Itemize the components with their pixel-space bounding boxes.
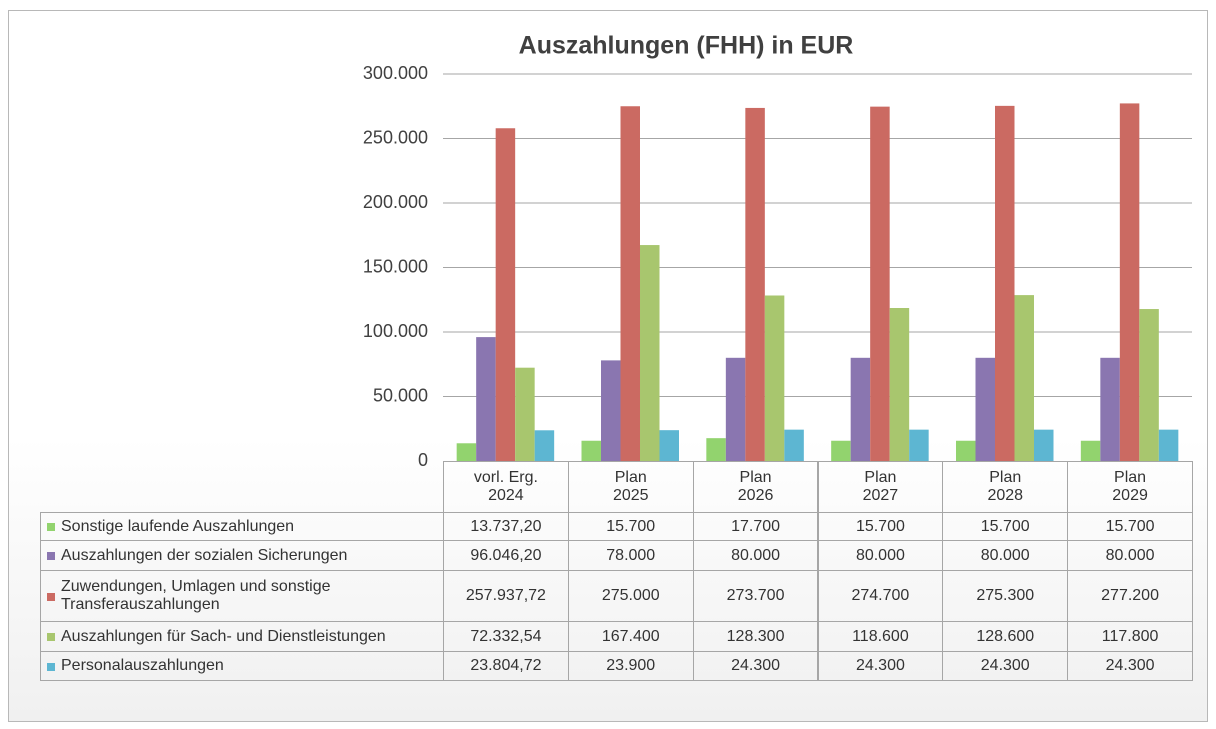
bar xyxy=(850,357,871,461)
category-label: Plan 2027 xyxy=(817,461,944,513)
bar xyxy=(1080,440,1101,461)
bar xyxy=(601,360,621,461)
bar xyxy=(534,430,555,461)
bar xyxy=(1158,429,1179,461)
legend-entry: Auszahlungen der sozialen Sicherungen xyxy=(40,540,444,571)
legend-key xyxy=(47,662,55,671)
value-label: 13.737,20 xyxy=(443,512,569,541)
legend-key xyxy=(47,552,55,560)
value-label: 117.800 xyxy=(1067,621,1193,652)
value-label: 80.000 xyxy=(692,540,819,571)
value-label: 277.200 xyxy=(1067,570,1193,622)
value-label: 78.000 xyxy=(567,540,694,571)
bar xyxy=(764,295,785,461)
bar xyxy=(456,443,477,461)
value-label: 23.804,72 xyxy=(443,651,569,681)
bar xyxy=(706,438,726,461)
value-label: 128.600 xyxy=(942,621,1069,652)
legend-entry: Zuwendungen, Umlagen und sonstige Transf… xyxy=(40,570,444,622)
legend-key xyxy=(47,523,55,531)
bar xyxy=(725,357,746,461)
bar xyxy=(956,440,976,461)
legend-entry: Sonstige laufende Auszahlungen xyxy=(40,512,444,541)
value-label: 257.937,72 xyxy=(443,570,569,622)
bar xyxy=(495,128,516,461)
bar xyxy=(1139,309,1159,461)
y-tick-label: 300.000 xyxy=(363,63,428,83)
bar xyxy=(1014,295,1034,461)
value-label: 80.000 xyxy=(817,540,944,571)
value-label: 96.046,20 xyxy=(443,540,569,571)
value-label: 275.300 xyxy=(942,570,1069,622)
category-label: Plan 2029 xyxy=(1067,461,1193,513)
bar xyxy=(620,106,640,461)
value-label: 275.000 xyxy=(567,570,694,622)
category-label: Plan 2026 xyxy=(692,461,819,513)
bar xyxy=(1119,103,1140,462)
value-label: 72.332,54 xyxy=(443,621,569,652)
category-label: vorl. Erg. 2024 xyxy=(443,461,569,513)
value-label: 24.300 xyxy=(817,651,944,681)
y-tick-label: 100.000 xyxy=(363,321,428,341)
y-tick-label: 250.000 xyxy=(363,127,428,147)
y-tick-label: 150.000 xyxy=(363,256,428,276)
bar xyxy=(659,430,679,461)
value-label: 15.700 xyxy=(817,512,944,541)
bar xyxy=(1034,429,1054,461)
value-label: 17.700 xyxy=(692,512,819,541)
value-label: 24.300 xyxy=(1067,651,1193,681)
value-label: 167.400 xyxy=(567,621,694,652)
bar xyxy=(870,106,890,462)
bar xyxy=(1100,357,1120,461)
y-tick-label: 0 xyxy=(418,450,428,470)
bar xyxy=(995,105,1015,461)
value-label: 15.700 xyxy=(942,512,1069,541)
value-label: 273.700 xyxy=(692,570,819,622)
legend-key xyxy=(47,592,55,601)
value-label: 15.700 xyxy=(1067,512,1193,541)
y-tick-label: 200.000 xyxy=(363,192,428,212)
value-label: 24.300 xyxy=(942,651,1069,681)
value-label: 80.000 xyxy=(942,540,1069,571)
bar xyxy=(476,337,496,461)
bar xyxy=(909,429,929,461)
value-label: 118.600 xyxy=(817,621,944,652)
value-label: 24.300 xyxy=(692,651,819,681)
category-label: Plan 2028 xyxy=(942,461,1069,513)
y-tick-label: 50.000 xyxy=(373,385,428,405)
bar xyxy=(784,429,804,461)
bar xyxy=(581,440,601,461)
legend-entry: Auszahlungen für Sach- und Dienstleistun… xyxy=(40,621,444,652)
chart-title: Auszahlungen (FHH) in EUR xyxy=(519,32,854,60)
value-label: 274.700 xyxy=(817,570,944,622)
value-label: 23.900 xyxy=(567,651,694,681)
legend-entry: Personalauszahlungen xyxy=(40,651,444,681)
bar xyxy=(745,107,765,461)
value-label: 15.700 xyxy=(567,512,694,541)
bar xyxy=(515,367,535,461)
bar xyxy=(889,308,910,461)
bar xyxy=(975,357,995,461)
bar xyxy=(831,440,851,461)
bar xyxy=(640,245,660,461)
category-label: Plan 2025 xyxy=(567,461,694,513)
value-label: 128.300 xyxy=(692,621,819,652)
value-label: 80.000 xyxy=(1067,540,1193,571)
legend-key xyxy=(47,633,55,641)
